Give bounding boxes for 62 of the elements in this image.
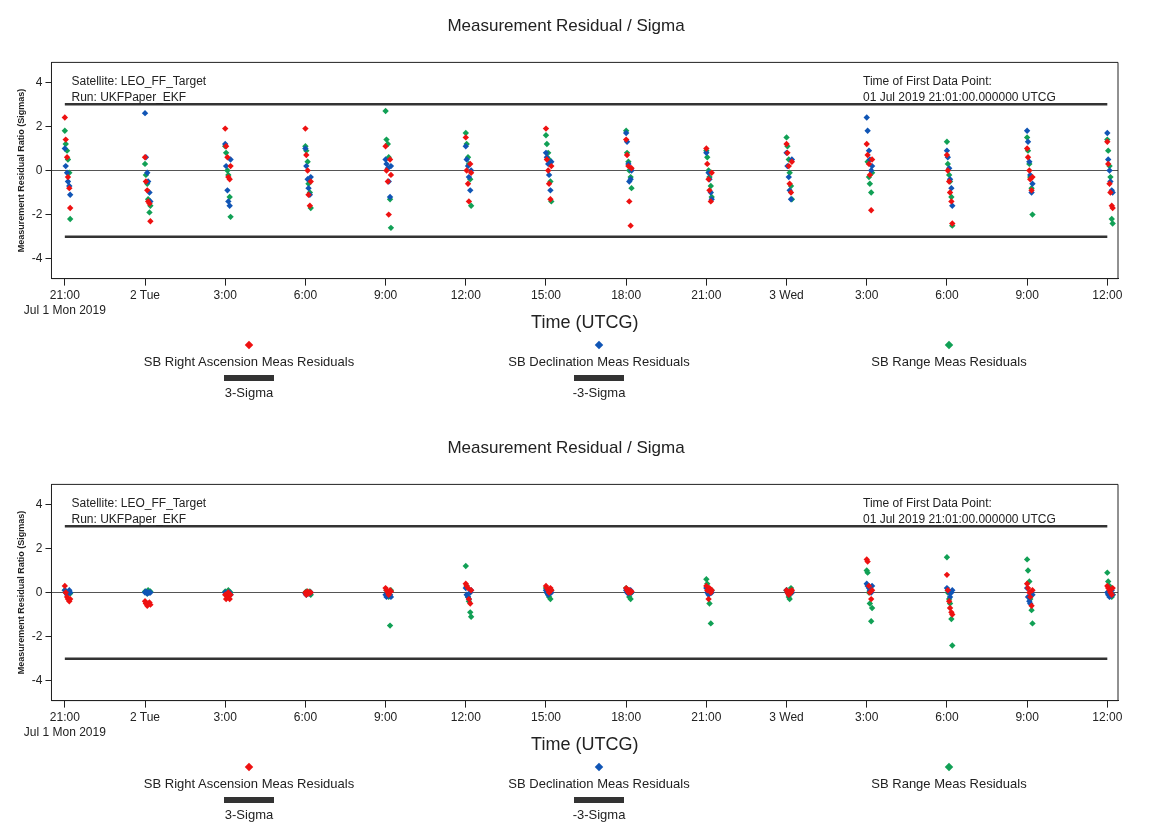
annotation: 01 Jul 2019 21:01:00.000000 UTCG	[863, 89, 1056, 104]
x-tick-label: 15:00	[530, 710, 562, 725]
annotation: Satellite: LEO_FF_Target	[71, 73, 207, 88]
x-tick-label: 3:00	[213, 288, 238, 303]
x-tick-label: 15:00	[530, 288, 562, 303]
legend-label: -3-Sigma	[572, 385, 626, 400]
x-tick-label: 9:00	[373, 288, 398, 303]
legend-label: SB Range Meas Residuals	[871, 776, 1027, 791]
x-tick-label: 21:00	[691, 710, 722, 725]
x-tick-label: 18:00	[611, 710, 642, 725]
x-tick-label: 12:00	[1092, 288, 1123, 303]
x-tick-label: 21:00 Jul 1 Mon 2019	[23, 288, 107, 317]
x-tick-label: 12:00	[1092, 710, 1123, 725]
y-tick-label: 4	[35, 496, 43, 511]
x-tick-label: 3:00	[855, 288, 879, 303]
annotation: 01 Jul 2019 21:01:00.000000 UTCG	[863, 511, 1056, 526]
x-tick-label: 3 Wed	[769, 288, 804, 303]
x-tick-label: 9:00	[373, 710, 398, 725]
annotation: Time of First Data Point:	[863, 73, 992, 88]
x-axis-title: Time (UTCG)	[531, 312, 639, 333]
x-tick-label: 21:00	[691, 288, 722, 303]
x-tick-label: 18:00	[611, 288, 642, 303]
x-tick-label: 6:00	[293, 710, 318, 725]
x-tick-label: 3:00	[213, 710, 238, 725]
x-tick-label: 2 Tue	[130, 288, 161, 303]
legend-label: -3-Sigma	[572, 807, 626, 822]
legend-label: SB Right Ascension Meas Residuals	[143, 776, 355, 791]
annotation: Time of First Data Point:	[863, 495, 992, 510]
legend-label: SB Declination Meas Residuals	[508, 776, 690, 791]
x-tick-label: 3 Wed	[769, 710, 804, 725]
x-tick-label: 9:00	[1015, 288, 1040, 303]
y-tick-label: 2	[35, 540, 43, 555]
y-axis-title: Measurement Residual Ratio (Sigmas)	[15, 510, 26, 675]
y-tick-label: -2	[31, 628, 43, 643]
x-tick-label: 9:00	[1015, 710, 1040, 725]
y-tick-label: -4	[31, 251, 43, 266]
x-tick-label: 12:00	[450, 288, 482, 303]
y-tick-label: -2	[31, 206, 43, 221]
legend-label: 3-Sigma	[224, 385, 274, 400]
x-tick-label: 12:00	[450, 710, 482, 725]
x-tick-label: 6:00	[935, 710, 959, 725]
x-tick-label: 21:00 Jul 1 Mon 2019	[23, 710, 107, 739]
y-tick-label: 2	[35, 118, 43, 133]
x-tick-label: 6:00	[935, 288, 959, 303]
y-axis-title: Measurement Residual Ratio (Sigmas)	[15, 88, 26, 253]
x-axis-title: Time (UTCG)	[531, 734, 639, 755]
x-tick-label: 6:00	[293, 288, 318, 303]
y-tick-label: 4	[35, 74, 43, 89]
legend-label: SB Right Ascension Meas Residuals	[143, 354, 355, 369]
chart-title: Measurement Residual / Sigma	[447, 15, 686, 35]
legend-label: 3-Sigma	[224, 807, 274, 822]
y-tick-label: 0	[35, 584, 43, 599]
annotation: Satellite: LEO_FF_Target	[71, 495, 207, 510]
legend-label: SB Range Meas Residuals	[871, 354, 1027, 369]
x-tick-label: 2 Tue	[130, 710, 161, 725]
chart-title: Measurement Residual / Sigma	[447, 437, 686, 457]
annotation: Run: UKFPaper_EKF	[71, 511, 187, 526]
y-tick-label: 0	[35, 162, 43, 177]
legend-label: SB Declination Meas Residuals	[508, 354, 690, 369]
x-tick-label: 3:00	[855, 710, 879, 725]
y-tick-label: -4	[31, 673, 43, 688]
annotation: Run: UKFPaper_EKF	[71, 89, 187, 104]
